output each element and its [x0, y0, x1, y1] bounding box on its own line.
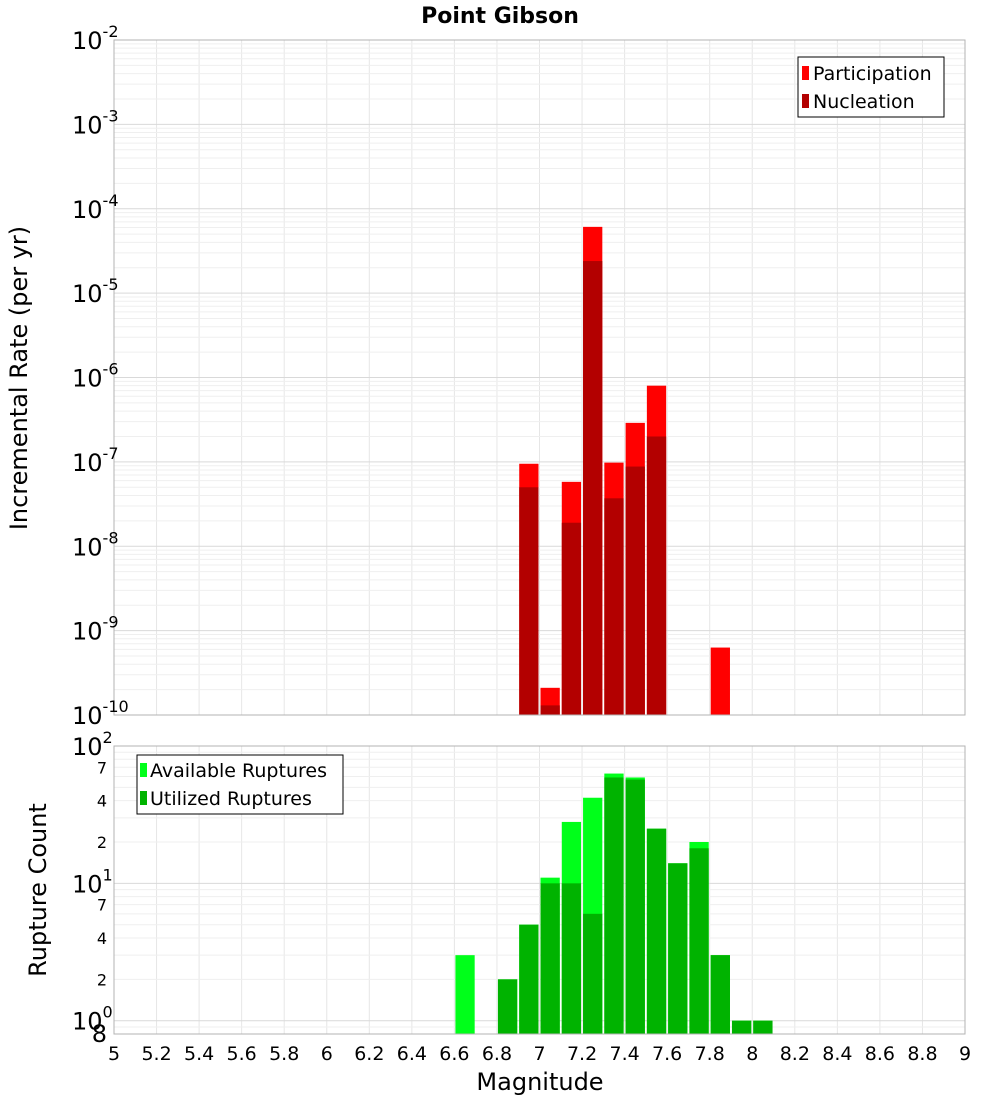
top-legend: Participation Nucleation: [797, 56, 945, 118]
top-y-tick-label: 10-9: [72, 613, 119, 646]
legend-swatch-participation: [802, 66, 809, 80]
x-tick-labels: 5 5.2 5.4 5.6 5.8 6 6.2 6.4 6.6 6.8 7 7.2 7.4 7.6 7.8 8…: [108, 1043, 971, 1065]
utilized-ruptures-bar: [731, 1020, 752, 1034]
bottom-y-axis-label: Rupture Count: [24, 803, 52, 977]
nucleation-bar: [604, 498, 624, 715]
utilized-ruptures-bar: [583, 913, 603, 1034]
utilized-ruptures-bar: [540, 883, 560, 1034]
bottom-y-minor-label: 4: [97, 792, 107, 811]
bottom-bars: [455, 773, 773, 1034]
utilized-ruptures-bar: [497, 979, 518, 1034]
top-y-axis-label: Incremental Rate (per yr): [5, 226, 33, 530]
utilized-ruptures-bar: [668, 863, 688, 1034]
bottom-y-tick-label: 100: [72, 1003, 113, 1036]
bottom-legend: Available Ruptures Utilized Ruptures: [136, 754, 344, 815]
top-panel: 10-2 10-3 10-4 10-5 10-6 10-7 10-8 10-9 10-10 In…: [5, 22, 966, 730]
x-tick-label: 6.2: [354, 1043, 384, 1065]
top-y-tick-label: 10-8: [72, 528, 119, 561]
utilized-ruptures-bar: [604, 777, 624, 1034]
top-y-tick-label: 10-6: [72, 360, 119, 393]
legend-label-nucleation: Nucleation: [813, 91, 915, 113]
x-tick-label: 8: [746, 1043, 758, 1065]
bottom-plot-frame: [113, 745, 966, 1035]
x-tick-label: 9: [959, 1043, 971, 1065]
top-y-tick-label: 10-10: [72, 697, 129, 730]
x-tick-label: 6.4: [397, 1043, 427, 1065]
top-y-tick-label: 10-4: [72, 191, 119, 224]
legend-swatch-utilized-ruptures: [140, 791, 147, 805]
bottom-panel: 102 101 100 7 4 2 7 4 2 8 Rupture Count Available…: [24, 728, 971, 1096]
bottom-y-minor-label: 8: [92, 1020, 107, 1048]
top-plot-frame: [113, 39, 966, 716]
utilized-ruptures-bar: [710, 955, 730, 1034]
x-tick-label: 5.2: [141, 1043, 171, 1065]
top-legend-box: [797, 56, 945, 118]
available-ruptures-bar: [455, 955, 475, 1034]
participation-bar: [710, 647, 730, 715]
x-tick-label: 6.8: [482, 1043, 512, 1065]
utilized-ruptures-bar: [519, 924, 539, 1034]
nucleation-bar: [583, 261, 603, 715]
x-tick-label: 8.8: [907, 1043, 937, 1065]
legend-swatch-available-ruptures: [140, 763, 147, 777]
nucleation-bar: [625, 466, 645, 715]
x-tick-label: 6.6: [439, 1043, 469, 1065]
utilized-ruptures-bar: [625, 779, 645, 1034]
top-y-tick-label: 10-3: [72, 106, 119, 139]
utilized-ruptures-bar: [753, 1020, 773, 1034]
nucleation-bar: [561, 522, 582, 715]
x-tick-label: 7.8: [695, 1043, 725, 1065]
top-y-tick-label: 10-2: [72, 22, 119, 55]
legend-label-utilized-ruptures: Utilized Ruptures: [150, 788, 312, 810]
legend-swatch-nucleation: [802, 94, 809, 108]
top-bars: [519, 226, 730, 715]
x-tick-label: 5.8: [269, 1043, 299, 1065]
x-tick-label: 8.6: [865, 1043, 895, 1065]
top-y-tick-label: 10-7: [72, 444, 119, 477]
bottom-y-tick-label: 101: [72, 865, 113, 898]
x-tick-label: 7: [533, 1043, 545, 1065]
top-y-tick-labels: 10-2 10-3 10-4 10-5 10-6 10-7 10-8 10-9 10-10: [72, 22, 129, 730]
top-grid: [113, 40, 966, 716]
x-tick-label: 8.4: [822, 1043, 852, 1065]
x-tick-label: 5: [108, 1043, 120, 1065]
legend-label-available-ruptures: Available Ruptures: [150, 760, 327, 782]
bottom-y-minor-label: 2: [97, 833, 107, 852]
x-tick-label: 8.2: [780, 1043, 810, 1065]
bottom-y-minor-label: 7: [97, 896, 107, 915]
nucleation-bar: [646, 436, 667, 715]
bottom-y-minor-label: 7: [97, 758, 107, 777]
utilized-ruptures-bar: [561, 883, 582, 1034]
utilized-ruptures-bar: [646, 828, 667, 1034]
x-tick-label: 7.2: [567, 1043, 597, 1065]
x-axis-label: Magnitude: [476, 1068, 603, 1096]
bottom-y-minor-label: 4: [97, 929, 107, 948]
nucleation-bar: [519, 487, 539, 715]
bottom-legend-box: [136, 754, 344, 815]
utilized-ruptures-bar: [689, 848, 709, 1034]
bottom-y-minor-label: 2: [97, 970, 107, 989]
nucleation-bar: [540, 705, 560, 715]
top-y-tick-label: 10-5: [72, 275, 119, 308]
x-tick-label: 7.4: [609, 1043, 639, 1065]
x-tick-label: 5.6: [227, 1043, 257, 1065]
bottom-y-tick-label: 102: [72, 728, 113, 761]
chart-title: Point Gibson: [421, 4, 579, 29]
x-tick-label: 5.4: [184, 1043, 214, 1065]
legend-label-participation: Participation: [813, 63, 932, 85]
x-tick-label: 6: [321, 1043, 333, 1065]
x-tick-label: 7.6: [652, 1043, 682, 1065]
bottom-y-tick-labels: 102 101 100 7 4 2 7 4 2 8: [72, 728, 113, 1048]
